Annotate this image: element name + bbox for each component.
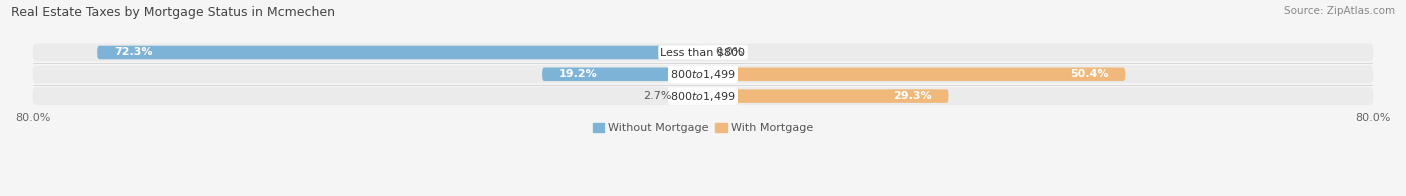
- Text: Less than $800: Less than $800: [661, 47, 745, 57]
- FancyBboxPatch shape: [703, 67, 1125, 81]
- Text: 2.7%: 2.7%: [644, 91, 672, 101]
- FancyBboxPatch shape: [703, 89, 949, 103]
- Text: 0.0%: 0.0%: [716, 47, 744, 57]
- Text: 72.3%: 72.3%: [114, 47, 152, 57]
- Text: Real Estate Taxes by Mortgage Status in Mcmechen: Real Estate Taxes by Mortgage Status in …: [11, 6, 335, 19]
- Text: 19.2%: 19.2%: [558, 69, 598, 79]
- Text: $800 to $1,499: $800 to $1,499: [671, 90, 735, 103]
- Legend: Without Mortgage, With Mortgage: Without Mortgage, With Mortgage: [588, 118, 818, 138]
- FancyBboxPatch shape: [543, 67, 703, 81]
- Text: $800 to $1,499: $800 to $1,499: [671, 68, 735, 81]
- FancyBboxPatch shape: [97, 46, 703, 59]
- Text: Source: ZipAtlas.com: Source: ZipAtlas.com: [1284, 6, 1395, 16]
- Text: 50.4%: 50.4%: [1070, 69, 1108, 79]
- FancyBboxPatch shape: [32, 44, 1374, 61]
- Text: 29.3%: 29.3%: [893, 91, 932, 101]
- FancyBboxPatch shape: [681, 89, 703, 103]
- FancyBboxPatch shape: [32, 65, 1374, 83]
- FancyBboxPatch shape: [32, 87, 1374, 105]
